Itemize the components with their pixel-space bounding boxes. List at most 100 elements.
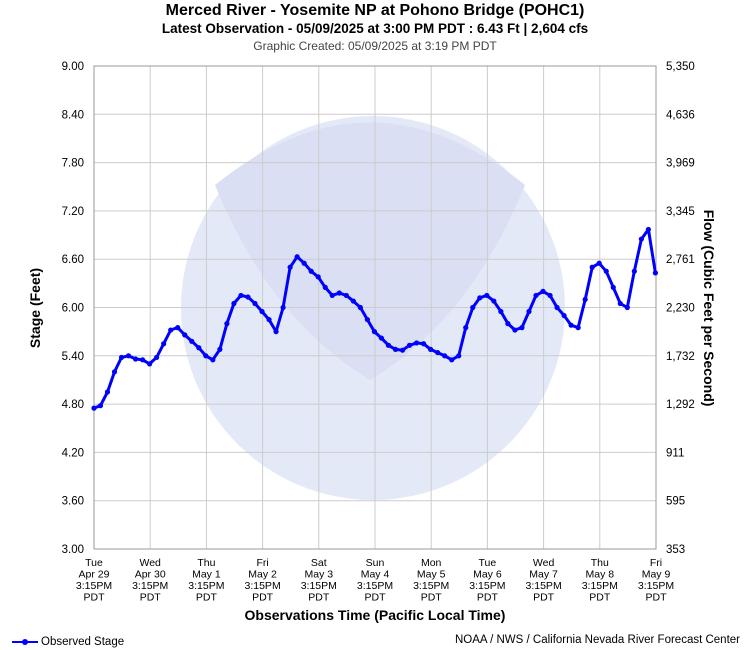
y2-axis-ticks: 5,350 4,636 3,969 3,345 2,761 2,230 1,732 1,292… bbox=[666, 61, 695, 556]
data-point bbox=[645, 226, 651, 233]
data-point bbox=[287, 264, 293, 270]
data-point bbox=[540, 288, 546, 294]
data-point bbox=[554, 304, 560, 311]
data-point bbox=[97, 403, 104, 409]
x-tick-line: May 5 bbox=[417, 569, 446, 581]
y2-tick-label: 353 bbox=[666, 544, 685, 556]
data-point bbox=[329, 292, 335, 299]
x-tick-line: May 7 bbox=[529, 569, 558, 581]
data-point bbox=[203, 353, 209, 359]
data-point bbox=[280, 304, 286, 311]
data-point bbox=[442, 353, 448, 359]
x-tick-line: Wed bbox=[139, 557, 161, 569]
x-tick-line: May 1 bbox=[192, 569, 221, 581]
x-tick-line: PDT bbox=[477, 592, 499, 604]
data-point bbox=[519, 325, 525, 331]
grid-lines bbox=[93, 65, 657, 550]
y-axis-label: Stage (Feet) bbox=[27, 268, 43, 348]
data-point bbox=[350, 298, 356, 304]
x-tick-line: PDT bbox=[533, 592, 555, 604]
data-point bbox=[420, 341, 427, 347]
data-point bbox=[575, 325, 581, 331]
x-tick-line: Sat bbox=[311, 557, 327, 569]
data-point bbox=[111, 369, 118, 375]
data-point bbox=[294, 254, 300, 260]
x-tick-label: Mon May 5 3:15PM PDT bbox=[413, 557, 449, 604]
x-tick-line: PDT bbox=[308, 592, 330, 604]
x-tick-line: Fri bbox=[256, 557, 268, 569]
data-point bbox=[547, 292, 553, 299]
x-axis-label: Observations Time (Pacific Local Time) bbox=[245, 607, 506, 623]
data-point bbox=[364, 316, 370, 323]
x-tick-line: PDT bbox=[196, 592, 218, 604]
y-tick-label: 3.60 bbox=[62, 496, 84, 508]
source-credit: NOAA / NWS / California Nevada River For… bbox=[454, 634, 740, 646]
data-point bbox=[505, 321, 511, 327]
data-point bbox=[638, 236, 644, 242]
graphic-created-text: Graphic Created: 05/09/2025 at 3:19 PM P… bbox=[253, 39, 497, 53]
x-tick-line: 3:15PM bbox=[245, 580, 281, 592]
data-point bbox=[91, 405, 97, 411]
data-point bbox=[449, 357, 455, 363]
data-point bbox=[315, 274, 321, 280]
data-point bbox=[652, 270, 659, 276]
data-point bbox=[343, 292, 349, 299]
data-point bbox=[224, 321, 230, 327]
legend-label: Observed Stage bbox=[41, 636, 125, 648]
y2-tick-label: 595 bbox=[666, 496, 685, 508]
x-tick-line: PDT bbox=[646, 592, 668, 604]
legend-marker bbox=[12, 639, 38, 645]
y-tick-label: 6.60 bbox=[62, 254, 84, 266]
x-tick-label: Sun May 4 3:15PM PDT bbox=[357, 557, 393, 604]
x-tick-line: Thu bbox=[197, 557, 215, 569]
data-point bbox=[182, 332, 188, 338]
x-tick-line: PDT bbox=[365, 592, 387, 604]
x-tick-line: 3:15PM bbox=[188, 580, 224, 592]
x-tick-line: Fri bbox=[650, 557, 662, 569]
y2-tick-label: 911 bbox=[666, 447, 684, 459]
y2-tick-label: 2,230 bbox=[666, 303, 695, 315]
data-point bbox=[196, 345, 202, 351]
y-axis-ticks: 9.00 8.40 7.80 7.20 6.60 6.00 5.40 4.80 4.20 3.60… bbox=[62, 61, 84, 556]
x-tick-line: Tue bbox=[85, 557, 103, 569]
x-tick-line: PDT bbox=[589, 592, 611, 604]
x-tick-label: Wed Apr 30 3:15PM PDT bbox=[132, 557, 168, 604]
y-tick-label: 9.00 bbox=[62, 61, 84, 73]
data-point bbox=[104, 389, 111, 395]
y2-tick-label: 3,969 bbox=[666, 158, 695, 170]
data-point bbox=[259, 308, 265, 315]
data-point bbox=[603, 268, 609, 274]
data-point bbox=[413, 340, 420, 346]
x-tick-label: Fri May 9 3:15PM PDT bbox=[638, 557, 674, 604]
y2-tick-label: 1,292 bbox=[666, 399, 695, 411]
data-point bbox=[231, 300, 237, 307]
legend: Observed Stage bbox=[12, 636, 124, 648]
x-tick-line: Tue bbox=[479, 557, 497, 569]
data-point bbox=[154, 354, 160, 361]
data-point bbox=[392, 346, 399, 352]
data-point bbox=[147, 361, 153, 367]
data-point bbox=[273, 329, 279, 335]
data-point bbox=[132, 356, 139, 362]
y-tick-label: 5.40 bbox=[62, 351, 84, 363]
data-point bbox=[371, 329, 378, 335]
data-point bbox=[463, 325, 469, 331]
x-tick-line: Sun bbox=[366, 557, 385, 569]
data-point bbox=[561, 312, 567, 319]
data-point bbox=[589, 264, 595, 270]
x-tick-line: PDT bbox=[421, 592, 443, 604]
data-point bbox=[308, 268, 314, 274]
y2-tick-label: 3,345 bbox=[666, 206, 695, 218]
y-tick-label: 6.00 bbox=[62, 303, 84, 315]
y-tick-label: 7.80 bbox=[62, 158, 84, 170]
x-tick-line: Apr 29 bbox=[79, 569, 110, 581]
x-tick-label: Wed May 7 3:15PM PDT bbox=[526, 557, 562, 604]
y2-tick-label: 1,732 bbox=[666, 351, 695, 363]
data-point bbox=[168, 327, 174, 333]
data-point bbox=[533, 292, 539, 299]
y-tick-label: 3.00 bbox=[62, 544, 84, 556]
x-tick-line: 3:15PM bbox=[357, 580, 393, 592]
x-tick-line: PDT bbox=[140, 592, 162, 604]
